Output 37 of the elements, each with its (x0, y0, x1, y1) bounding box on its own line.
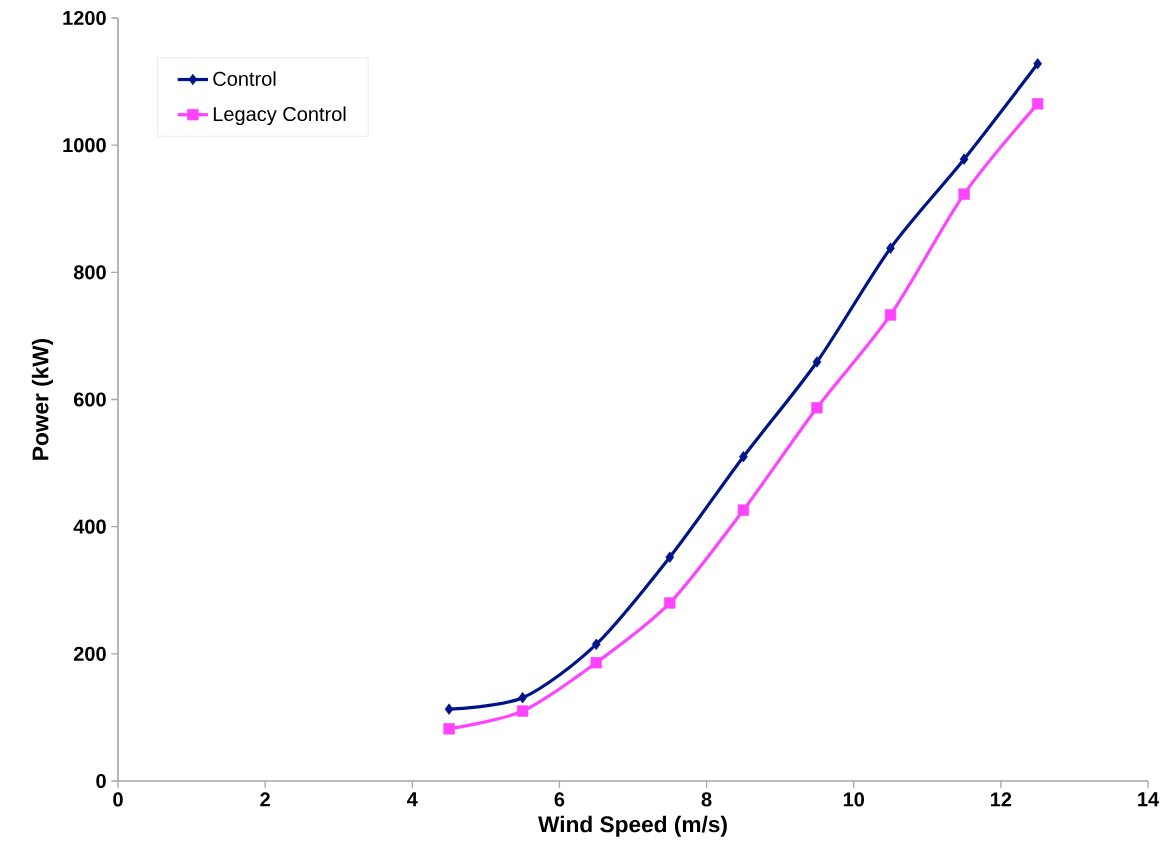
point (812, 356, 822, 368)
x-tick-label: 12 (991, 792, 1012, 807)
point (958, 188, 970, 200)
point (1031, 98, 1044, 110)
y-tick-label: 1000 (63, 138, 106, 153)
point (959, 153, 969, 165)
point (886, 242, 895, 254)
x-tick-label: 6 (554, 792, 565, 807)
point (590, 657, 602, 669)
point (516, 705, 529, 717)
x-axis-title: Wind Speed (m/s) (538, 815, 727, 837)
y-axis-title: Power (kW) (31, 338, 53, 460)
x-tick-label: 8 (701, 792, 712, 807)
x-tick-label: 2 (260, 792, 270, 807)
x-tick-label: 10 (843, 792, 865, 807)
y-tick-label: 1200 (63, 10, 106, 26)
y-tick-label: 400 (73, 519, 106, 534)
x-tick-label: 4 (407, 792, 418, 807)
point (664, 597, 676, 609)
point (884, 309, 897, 321)
point (665, 551, 675, 563)
y-tick-label: 800 (73, 265, 106, 280)
point (811, 402, 823, 414)
y-tick-label: 600 (73, 392, 106, 407)
point (518, 692, 527, 704)
point (443, 723, 455, 735)
point (591, 638, 601, 650)
y-tick-label: 0 (96, 773, 106, 789)
point (739, 451, 748, 463)
x-tick-label: 14 (1138, 792, 1160, 807)
legend-label: Legacy Control (213, 106, 346, 126)
point (1033, 58, 1042, 70)
point (737, 504, 750, 516)
y-tick-label: 200 (73, 646, 106, 661)
legend-label: Control (213, 71, 276, 86)
point (444, 703, 454, 715)
x-tick-label: 0 (113, 792, 123, 807)
